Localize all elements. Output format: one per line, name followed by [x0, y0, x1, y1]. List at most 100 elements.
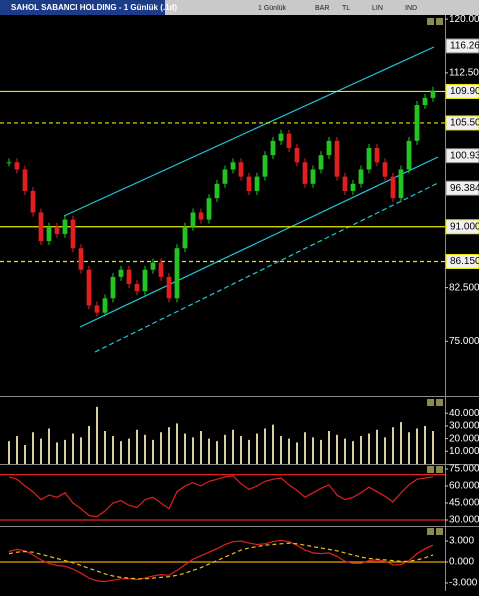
volume-bar [240, 436, 242, 464]
level-label: 96.384 [450, 183, 479, 194]
candle [350, 183, 356, 191]
candle [94, 305, 100, 313]
y-tick-label: 30.000M [449, 421, 479, 432]
candle [6, 162, 12, 164]
candle [390, 176, 396, 199]
title-bar [0, 0, 165, 15]
candle [126, 269, 132, 285]
candle [398, 169, 404, 199]
volume-bar [384, 437, 386, 464]
panel-button[interactable] [427, 528, 434, 535]
candle [30, 190, 36, 213]
volume-bar [64, 439, 66, 464]
candle [358, 169, 364, 184]
y-tick-label: 112.500 [449, 67, 479, 78]
volume-bar [304, 432, 306, 464]
y-tick-label: 3.000 [449, 536, 474, 547]
candle [374, 148, 380, 163]
candle [86, 269, 92, 306]
candle [150, 262, 156, 270]
volume-bar [352, 441, 354, 464]
toolbar-item: IND [405, 5, 417, 12]
panel-button[interactable] [427, 18, 434, 25]
volume-bar [192, 437, 194, 464]
y-tick-label: 75.000 [449, 336, 479, 347]
volume-bar [256, 433, 258, 464]
candle [286, 133, 292, 149]
volume-bar [368, 433, 370, 464]
toolbar-item: TL [342, 5, 350, 12]
volume-bar [408, 432, 410, 464]
panel-button[interactable] [436, 18, 443, 25]
volume-bar [104, 431, 106, 464]
volume-bar [144, 434, 146, 464]
volume-bar [336, 434, 338, 464]
volume-bar [320, 439, 322, 464]
y-tick-label: 82.500 [449, 282, 479, 293]
channel-lines [63, 46, 439, 353]
candle [182, 226, 188, 249]
y-tick-label: 60.000 [449, 481, 479, 492]
y-tick-label: 10.000M [449, 446, 479, 457]
candle [142, 269, 148, 292]
volume-bar [248, 439, 250, 464]
y-tick-label: 20.000M [449, 433, 479, 444]
candle [190, 212, 196, 227]
indicator-line [8, 539, 434, 583]
volume-bar [296, 442, 298, 464]
candle [70, 219, 76, 249]
volume-bar [32, 432, 34, 464]
y-tick-label: 0.000 [449, 557, 474, 568]
panel-button[interactable] [436, 528, 443, 535]
candle [206, 198, 212, 220]
level-label-box [445, 148, 479, 164]
level-label: 100.93 [450, 150, 479, 161]
volume-bar [88, 425, 90, 464]
window-title: SAHOL SABANCI HOLDING - 1 Günlük (.1d) [11, 3, 177, 12]
level-label: 86.150 [450, 256, 479, 267]
candle [14, 162, 20, 170]
volume-bar [360, 436, 362, 464]
panel-button[interactable] [427, 466, 434, 473]
y-tick-label: 75.000 [449, 464, 479, 475]
panel-borders [0, 15, 479, 591]
volume-bar [24, 444, 26, 464]
level-label-box [445, 115, 479, 131]
volume-bar [136, 429, 138, 464]
candle [230, 162, 236, 170]
panel-button[interactable] [436, 399, 443, 406]
level-label-box [445, 253, 479, 269]
volume-bar [424, 425, 426, 464]
candle [174, 248, 180, 299]
volume-bar [200, 431, 202, 464]
volume-bar [280, 436, 282, 464]
level-label: 105.50 [450, 118, 479, 129]
toolbar-item: 1 Günlük [258, 5, 287, 12]
candle [294, 148, 300, 163]
candle [278, 133, 284, 141]
candle [422, 97, 428, 106]
volume-bar [344, 438, 346, 464]
level-label-box [445, 38, 479, 54]
panel-button[interactable] [427, 399, 434, 406]
candle [302, 162, 308, 184]
volume-bar [80, 437, 82, 464]
volume-bar [40, 438, 42, 464]
volume-bar [416, 428, 418, 464]
volume-bar [16, 436, 18, 464]
candle [102, 298, 108, 313]
candle [46, 226, 52, 242]
candle [54, 226, 60, 234]
volume-bar [72, 433, 74, 464]
volume-bar [392, 427, 394, 464]
volume-bar [328, 431, 330, 464]
panel-button[interactable] [436, 466, 443, 473]
candle [254, 176, 260, 191]
level-label: 109.90 [450, 86, 479, 97]
candle [262, 155, 268, 177]
y-tick-label: -3.000 [449, 578, 478, 589]
candle [318, 155, 324, 170]
volume-bar [272, 424, 274, 464]
volume-bar [400, 422, 402, 464]
